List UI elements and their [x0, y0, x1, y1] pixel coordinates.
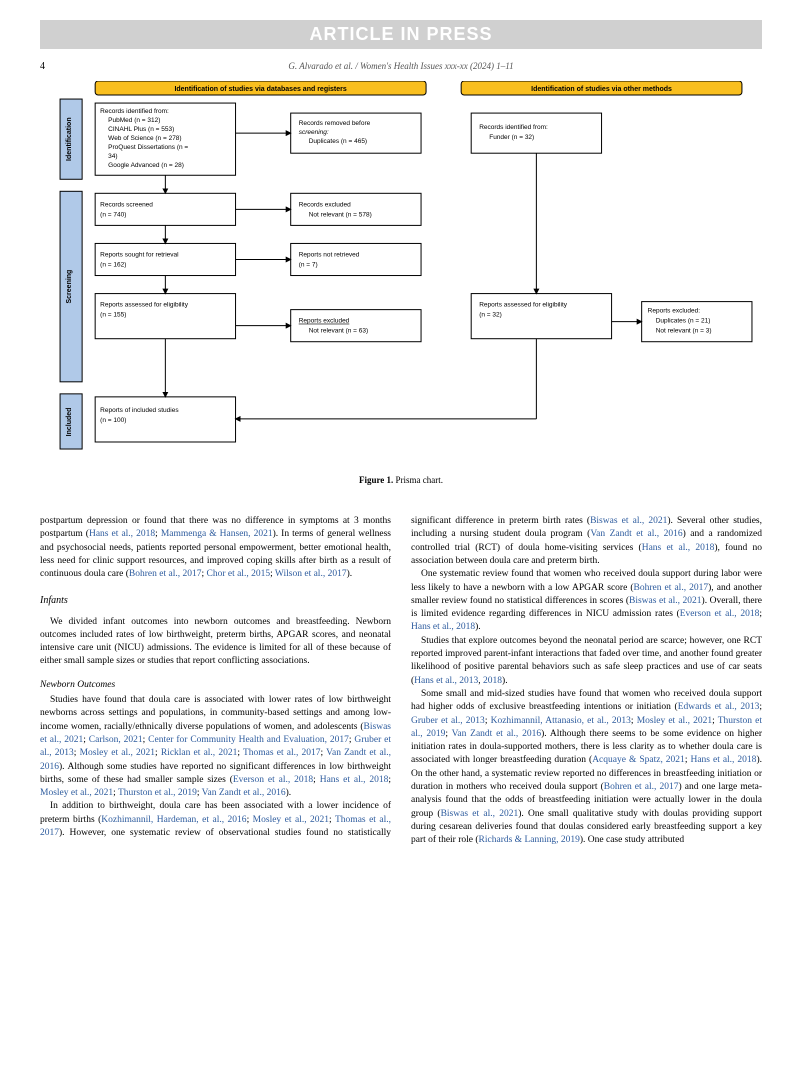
- svg-text:Not relevant (n = 3): Not relevant (n = 3): [656, 328, 712, 335]
- cite-link[interactable]: Everson et al., 2018: [233, 775, 313, 785]
- svg-text:Not relevant (n = 578): Not relevant (n = 578): [309, 211, 372, 218]
- figure-caption: Figure 1. Prisma chart.: [40, 475, 762, 485]
- svg-text:PubMed (n = 312): PubMed (n = 312): [108, 117, 160, 124]
- svg-text:Records identified from:: Records identified from:: [479, 124, 548, 131]
- svg-text:Reports of included studies: Reports of included studies: [100, 407, 179, 414]
- cite-link[interactable]: Mosley et al., 2021: [253, 815, 329, 825]
- svg-text:Identification of studies via: Identification of studies via databases …: [174, 86, 346, 93]
- svg-text:(n = 740): (n = 740): [100, 211, 126, 218]
- cite-link[interactable]: Kozhimannil, Hardeman, et al., 2016: [101, 815, 246, 825]
- cite-link[interactable]: Hans et al., 2018: [690, 755, 756, 765]
- cite-link[interactable]: Gruber et al., 2013: [411, 716, 485, 726]
- heading-newborn: Newborn Outcomes: [40, 679, 391, 692]
- svg-text:Duplicates (n = 465): Duplicates (n = 465): [309, 138, 367, 145]
- cite-link[interactable]: Hans et al., 2018: [89, 529, 155, 539]
- svg-text:(n = 32): (n = 32): [479, 312, 502, 319]
- svg-text:(n = 155): (n = 155): [100, 312, 126, 319]
- cite-link[interactable]: Hans et al., 2013: [414, 676, 478, 686]
- cite-link[interactable]: Carlson, 2021: [89, 735, 143, 745]
- cite-link[interactable]: Thomas et al., 2017: [243, 748, 321, 758]
- svg-text:Identification of studies via: Identification of studies via other meth…: [531, 86, 672, 93]
- svg-text:Reports assessed for eligibili: Reports assessed for eligibility: [479, 302, 568, 309]
- running-head: 4 G. Alvarado et al. / Women's Health Is…: [40, 61, 762, 71]
- svg-text:ProQuest Dissertations (n =: ProQuest Dissertations (n =: [108, 144, 188, 151]
- cite-link[interactable]: Chor et al., 2015: [206, 569, 270, 579]
- cite-link[interactable]: Kozhimannil, Attanasio, et al., 2013: [491, 716, 631, 726]
- para-2: We divided infant outcomes into newborn …: [40, 616, 391, 669]
- heading-infants: Infants: [40, 594, 391, 608]
- cite-link[interactable]: Everson et al., 2018: [680, 609, 760, 619]
- cite-link[interactable]: Van Zandt et al., 2016: [202, 788, 286, 798]
- prisma-svg: Identification Screening Included Identi…: [40, 81, 762, 462]
- svg-text:Reports assessed for eligibili: Reports assessed for eligibility: [100, 302, 189, 309]
- cite-link[interactable]: Center for Community Health and Evaluati…: [148, 735, 349, 745]
- para-7: Studies that explore outcomes beyond the…: [411, 635, 762, 688]
- svg-text:Duplicates (n = 21): Duplicates (n = 21): [656, 318, 711, 325]
- svg-text:Records identified from:: Records identified from:: [100, 108, 169, 115]
- prisma-figure: Identification Screening Included Identi…: [40, 81, 762, 467]
- cite-link[interactable]: Bohren et al., 2017: [129, 569, 202, 579]
- cite-link[interactable]: Edwards et al., 2013: [678, 702, 760, 712]
- side-included: Included: [60, 394, 82, 449]
- cite-link[interactable]: Mosley et al., 2021: [40, 788, 113, 798]
- para-3: Studies have found that doula care is as…: [40, 694, 391, 800]
- cite-link[interactable]: Biswas et al., 2021: [441, 809, 519, 819]
- svg-text:34): 34): [108, 153, 117, 160]
- cite-link[interactable]: Ricklan et al., 2021: [161, 748, 238, 758]
- svg-text:Identification: Identification: [66, 117, 73, 161]
- svg-text:(n = 7): (n = 7): [299, 262, 318, 269]
- body-text: postpartum depression or found that ther…: [40, 515, 762, 847]
- cite-link[interactable]: 2018: [483, 676, 502, 686]
- cite-link[interactable]: Mosley et al., 2021: [637, 716, 712, 726]
- cite-link[interactable]: Biswas et al., 2021: [590, 516, 667, 526]
- svg-text:Reports excluded: Reports excluded: [299, 318, 350, 325]
- cite-link[interactable]: Van Zandt et al., 2016: [452, 729, 541, 739]
- cite-link[interactable]: Mammenga & Hansen, 2021: [161, 529, 273, 539]
- svg-text:Google Advanced (n = 28): Google Advanced (n = 28): [108, 162, 184, 169]
- cite-link[interactable]: Biswas et al., 2021: [629, 596, 702, 606]
- svg-text:Reports not retrieved: Reports not retrieved: [299, 251, 360, 258]
- press-banner: ARTICLE IN PRESS: [40, 20, 762, 49]
- cite-link[interactable]: Hans et al., 2018: [320, 775, 389, 785]
- cite-link[interactable]: Hans et al., 2018: [642, 543, 715, 553]
- svg-text:Records screened: Records screened: [100, 201, 153, 208]
- para-8: Some small and mid-sized studies have fo…: [411, 688, 762, 848]
- svg-text:Records removed before: Records removed before: [299, 120, 371, 127]
- cite-link[interactable]: Van Zandt et al., 2016: [590, 529, 682, 539]
- svg-text:Records excluded: Records excluded: [299, 201, 351, 208]
- cite-link[interactable]: Hans et al., 2018: [411, 622, 475, 632]
- svg-text:(n = 162): (n = 162): [100, 262, 126, 269]
- svg-text:Funder (n = 32): Funder (n = 32): [489, 134, 534, 141]
- cite-link[interactable]: Mosley et al., 2021: [80, 748, 155, 758]
- svg-text:screening:: screening:: [299, 129, 329, 136]
- para-6: One systematic review found that women w…: [411, 568, 762, 634]
- svg-text:(n = 100): (n = 100): [100, 417, 126, 424]
- cite-link[interactable]: Wilson et al., 2017: [275, 569, 347, 579]
- svg-text:Included: Included: [66, 408, 73, 437]
- side-screening: Screening: [60, 191, 82, 382]
- head-citation: G. Alvarado et al. / Women's Health Issu…: [288, 61, 513, 71]
- svg-text:Not relevant (n = 63): Not relevant (n = 63): [309, 328, 368, 335]
- para-1: postpartum depression or found that ther…: [40, 515, 391, 581]
- cite-link[interactable]: Thurston et al., 2019: [118, 788, 197, 798]
- svg-text:Reports sought for retrieval: Reports sought for retrieval: [100, 251, 179, 258]
- cite-link[interactable]: Richards & Lanning, 2019: [479, 835, 580, 845]
- cite-link[interactable]: Bohren et al., 2017: [604, 782, 679, 792]
- page-number: 4: [40, 61, 45, 72]
- svg-text:CINAHL Plus (n = 553): CINAHL Plus (n = 553): [108, 126, 174, 133]
- cite-link[interactable]: Acquaye & Spatz, 2021: [592, 755, 685, 765]
- cite-link[interactable]: Bohren et al., 2017: [634, 583, 709, 593]
- side-identification: Identification: [60, 99, 82, 179]
- svg-text:Web of Science (n = 278): Web of Science (n = 278): [108, 135, 181, 142]
- svg-text:Reports excluded:: Reports excluded:: [648, 308, 701, 315]
- svg-text:Screening: Screening: [66, 270, 73, 304]
